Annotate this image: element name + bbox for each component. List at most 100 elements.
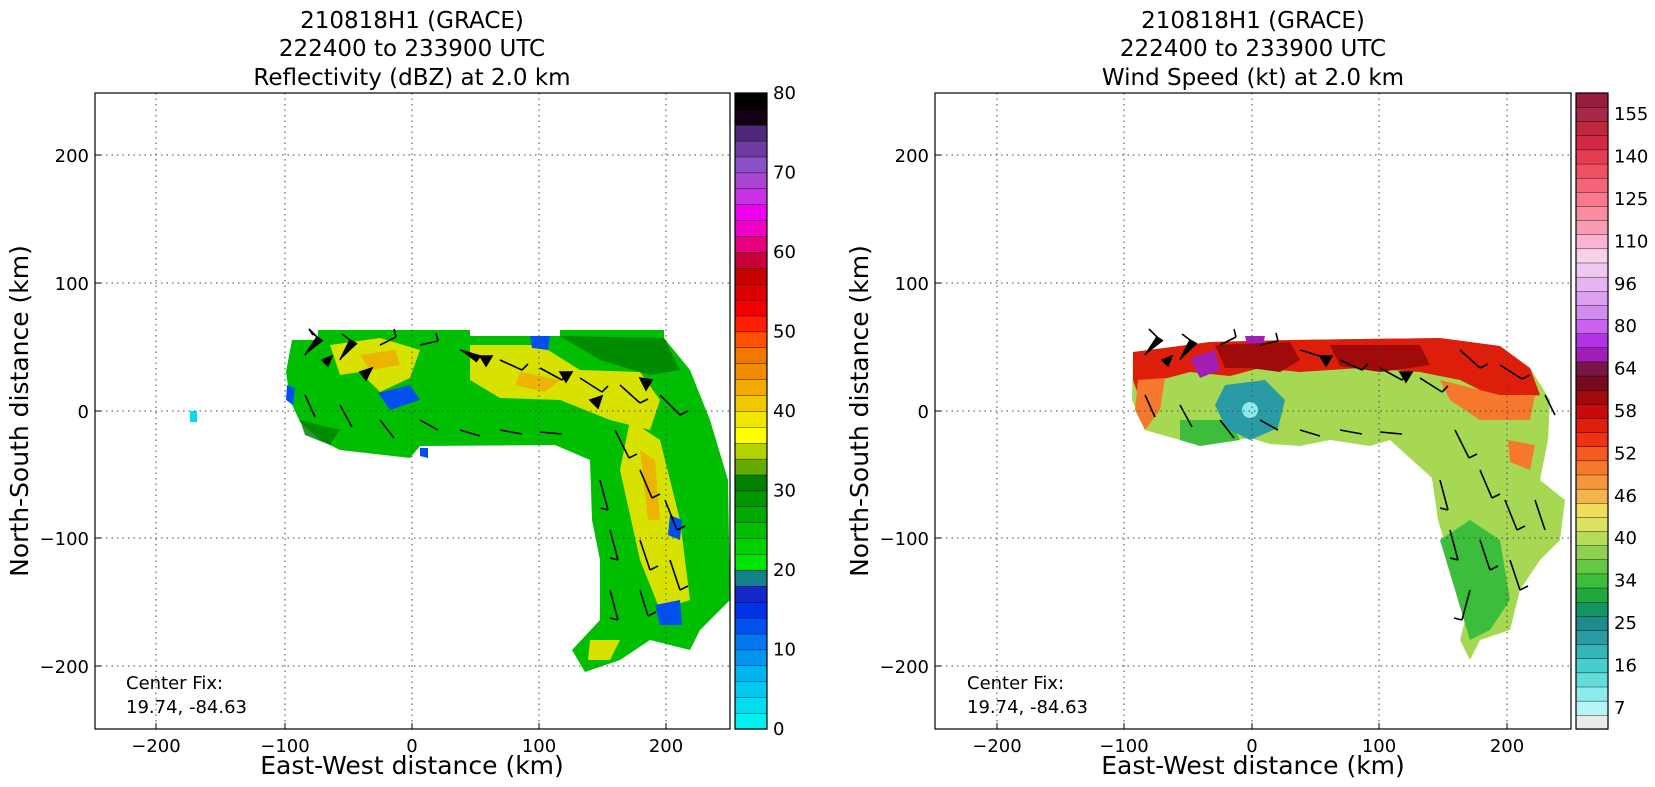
windspeed-plot-area: −200 −100 0 100 200 200 100 0 −100 −200 … — [845, 92, 1572, 780]
windspeed-xtick-label: 200 — [1490, 736, 1524, 757]
colorbar-swatch — [1575, 205, 1609, 221]
colorbar-swatch — [1575, 460, 1609, 476]
colorbar-swatch — [734, 172, 768, 189]
colorbar-swatch — [1575, 248, 1609, 264]
reflectivity-x-axis-label: East-West distance (km) — [260, 751, 564, 780]
windspeed-echo-green — [1180, 420, 1510, 640]
windspeed-ytick-label: 0 — [918, 402, 929, 423]
reflectivity-colorbar-frame — [734, 92, 768, 730]
colorbar-swatch — [1575, 276, 1609, 292]
colorbar-swatch — [734, 712, 768, 730]
colorbar-swatch — [734, 522, 768, 539]
windspeed-colorbar-frame — [1575, 92, 1609, 730]
windspeed-center-fix-label: Center Fix: — [967, 673, 1064, 694]
colorbar-tick-label: 10 — [773, 640, 796, 661]
colorbar-swatch — [734, 633, 768, 651]
reflectivity-y-tick-labels: 200 100 0 −100 −200 — [40, 146, 89, 678]
colorbar-tick-label: 40 — [773, 401, 796, 422]
colorbar-swatch — [734, 601, 768, 619]
colorbar-swatch — [734, 474, 768, 492]
reflectivity-title-line-2: 222400 to 233900 UTC — [279, 36, 545, 62]
colorbar-swatch — [1575, 686, 1609, 702]
colorbar-swatch — [1575, 587, 1609, 603]
colorbar-tick-label: 52 — [1614, 443, 1637, 464]
colorbar-swatch — [1575, 559, 1609, 575]
reflectivity-panel: 210818H1 (GRACE) 222400 to 233900 UTC Re… — [5, 8, 796, 780]
colorbar-tick-label: 80 — [773, 83, 796, 104]
colorbar-swatch — [1575, 488, 1609, 504]
reflectivity-plot-area: −200 −100 0 100 200 200 100 0 −100 −200 … — [5, 92, 731, 780]
reflectivity-colorbar: 0 10 20 30 40 50 60 70 80 — [734, 83, 796, 740]
colorbar-swatch — [1575, 163, 1609, 179]
colorbar-swatch — [734, 458, 768, 476]
colorbar-swatch — [734, 124, 768, 142]
colorbar-tick-label: 16 — [1614, 655, 1637, 676]
colorbar-swatch — [1575, 121, 1609, 137]
colorbar-swatch — [734, 665, 768, 682]
reflectivity-title-line-3: Reflectivity (dBZ) at 2.0 km — [253, 65, 570, 91]
colorbar-tick-label: 58 — [1614, 401, 1637, 422]
colorbar-swatch — [1575, 545, 1609, 560]
reflectivity-title: 210818H1 (GRACE) 222400 to 233900 UTC Re… — [253, 8, 570, 91]
windspeed-colorbar-swatches — [1575, 92, 1609, 730]
windspeed-colorbar: 7 16 25 34 40 46 52 58 64 80 96 110 125 140 155 — [1575, 92, 1648, 730]
colorbar-swatch — [734, 315, 768, 333]
colorbar-swatch — [1575, 290, 1609, 306]
colorbar-swatch — [1575, 658, 1609, 674]
colorbar-swatch — [734, 204, 768, 221]
colorbar-swatch — [1575, 530, 1609, 546]
colorbar-tick-label: 155 — [1614, 104, 1648, 125]
colorbar-swatch — [734, 394, 768, 412]
colorbar-tick-label: 110 — [1614, 231, 1648, 252]
colorbar-swatch — [1575, 333, 1609, 348]
colorbar-swatch — [1575, 615, 1609, 631]
colorbar-swatch — [734, 108, 768, 126]
colorbar-tick-label: 20 — [773, 560, 796, 581]
windspeed-y-axis-label: North-South distance (km) — [845, 245, 874, 577]
windspeed-wind-barbs — [1144, 328, 1556, 621]
colorbar-swatch — [1575, 432, 1609, 447]
colorbar-swatch — [734, 553, 768, 571]
reflectivity-x-ticks — [95, 154, 667, 729]
colorbar-swatch — [734, 697, 768, 714]
colorbar-swatch — [734, 506, 768, 523]
colorbar-swatch — [734, 331, 768, 348]
colorbar-swatch — [734, 538, 768, 555]
colorbar-swatch — [1575, 234, 1609, 250]
colorbar-swatch — [734, 379, 768, 396]
colorbar-tick-label: 46 — [1614, 486, 1637, 507]
colorbar-swatch — [1575, 573, 1609, 589]
colorbar-tick-label: 125 — [1614, 189, 1648, 210]
colorbar-swatch — [734, 442, 768, 460]
colorbar-swatch — [1575, 700, 1609, 716]
colorbar-swatch — [1575, 446, 1609, 462]
colorbar-tick-label: 60 — [773, 242, 796, 263]
reflectivity-xtick-label: 0 — [406, 736, 417, 757]
colorbar-swatch — [734, 681, 768, 698]
colorbar-swatch — [1575, 219, 1609, 235]
reflectivity-gridlines — [95, 93, 730, 729]
colorbar-tick-label: 70 — [773, 163, 796, 184]
windspeed-y-tick-labels: 200 100 0 −100 −200 — [880, 146, 929, 678]
colorbar-swatch — [1575, 92, 1609, 108]
windspeed-ytick-label: −200 — [880, 657, 929, 678]
colorbar-swatch — [1575, 672, 1609, 688]
reflectivity-ytick-label: −200 — [40, 657, 89, 678]
colorbar-swatch — [1575, 262, 1609, 278]
windspeed-x-ticks — [935, 154, 1508, 729]
reflectivity-wind-barbs — [304, 328, 689, 621]
colorbar-tick-label: 0 — [773, 719, 784, 740]
colorbar-swatch — [1575, 149, 1609, 165]
reflectivity-y-axis-label: North-South distance (km) — [5, 245, 34, 577]
colorbar-swatch — [734, 140, 768, 158]
colorbar-swatch — [734, 649, 768, 666]
colorbar-swatch — [734, 188, 768, 205]
colorbar-swatch — [1575, 375, 1609, 391]
reflectivity-xtick-label: 100 — [522, 736, 556, 757]
colorbar-swatch — [734, 363, 768, 380]
colorbar-tick-label: 80 — [1614, 316, 1637, 337]
reflectivity-xtick-label: −100 — [260, 736, 309, 757]
reflectivity-center-fix-value: 19.74, -84.63 — [126, 697, 247, 718]
windspeed-title-line-1: 210818H1 (GRACE) — [1141, 8, 1365, 34]
